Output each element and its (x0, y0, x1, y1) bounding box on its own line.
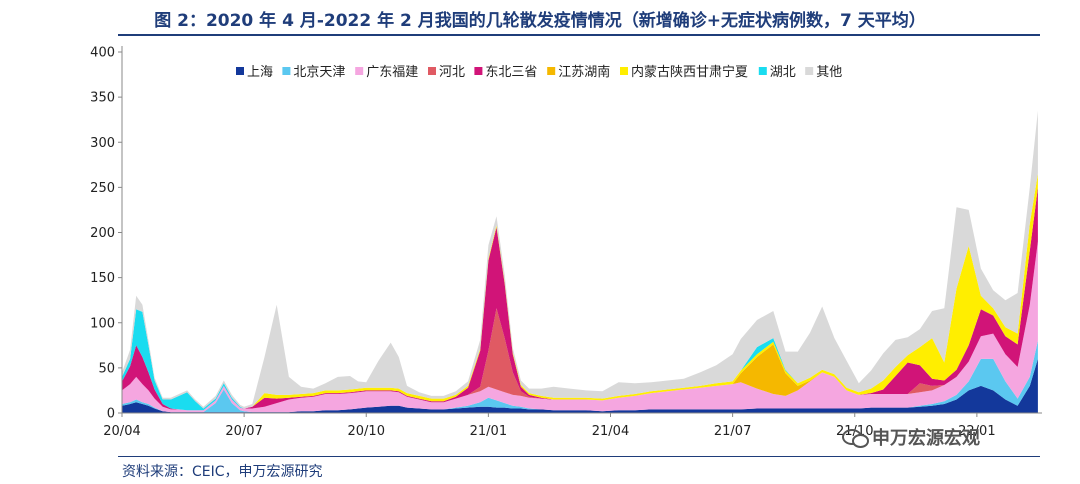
y-tick-label: 50 (98, 361, 115, 376)
legend-label: 河北 (439, 65, 465, 80)
watermark-text: 申万宏源宏观 (872, 428, 980, 449)
legend-swatch (620, 67, 628, 75)
x-tick-label: 21/01 (470, 424, 507, 439)
y-axis: 0 50 100 150 200 250 300 350 400 (90, 46, 123, 422)
legend-label: 北京天津 (293, 65, 345, 80)
legend-swatch (428, 67, 436, 75)
legend: 上海 北京天津 广东福建 河北 东北三省 江苏湖南 内蒙古陕西甘肃宁夏 湖北 其他 (236, 64, 842, 80)
legend-label: 江苏湖南 (558, 64, 610, 80)
x-axis: 20/04 20/07 20/10 21/01 21/04 21/07 21/10 22/01 (103, 412, 1042, 439)
series-area-0 (122, 358, 1038, 413)
legend-label: 其他 (816, 65, 842, 80)
x-tick-label: 22/01 (958, 424, 995, 439)
legend-label: 东北三省 (485, 65, 537, 80)
legend-label: 上海 (247, 65, 273, 80)
legend-swatch (282, 67, 291, 75)
y-tick-label: 0 (107, 407, 115, 422)
legend-swatch (474, 67, 483, 75)
legend-swatch (758, 67, 767, 75)
source-note: 资料来源：CEIC，申万宏源研究 (122, 464, 323, 480)
y-tick-label: 250 (90, 181, 115, 196)
series-area-1 (122, 340, 1038, 413)
legend-swatch (547, 67, 556, 75)
series-area-2 (122, 241, 1038, 413)
x-tick-label: 20/07 (225, 424, 262, 439)
y-tick-label: 150 (90, 271, 115, 286)
wechat-icon (842, 427, 869, 448)
legend-swatch (355, 67, 364, 75)
y-tick-label: 400 (90, 46, 115, 61)
y-tick-label: 200 (90, 226, 115, 241)
chart-title: 图 2：2020 年 4 月-2022 年 2 月我国的几轮散发疫情情况（新增确… (154, 11, 926, 31)
y-tick-label: 350 (90, 91, 115, 106)
series-areas (122, 110, 1038, 413)
legend-swatch (805, 67, 814, 75)
x-tick-label: 20/10 (348, 424, 385, 439)
footer-divider (118, 456, 1040, 457)
x-tick-label: 20/04 (103, 424, 140, 439)
x-tick-label: 21/07 (714, 424, 751, 439)
legend-label: 内蒙古陕西甘肃宁夏 (631, 64, 748, 80)
y-tick-label: 300 (90, 136, 115, 151)
x-tick-label: 21/04 (592, 424, 629, 439)
legend-label: 湖北 (770, 65, 796, 80)
watermark: 申万宏源宏观 (842, 424, 980, 450)
legend-swatch (236, 67, 244, 75)
legend-label: 广东福建 (366, 65, 418, 80)
y-tick-label: 100 (90, 316, 115, 331)
title-divider (118, 34, 1040, 36)
